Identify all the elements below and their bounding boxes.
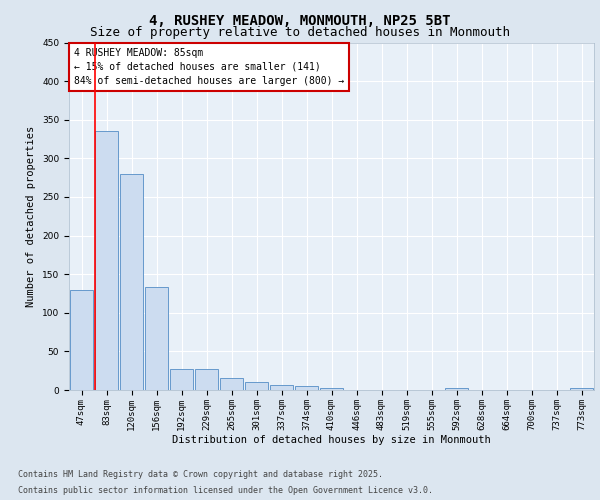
Bar (245, 382, 268, 390)
Bar (170, 369, 193, 390)
Bar (120, 174, 143, 390)
Bar (195, 369, 218, 390)
Y-axis label: Number of detached properties: Number of detached properties (26, 126, 37, 307)
Text: 4 RUSHEY MEADOW: 85sqm
← 15% of detached houses are smaller (141)
84% of semi-de: 4 RUSHEY MEADOW: 85sqm ← 15% of detached… (74, 48, 344, 86)
Bar (270, 384, 293, 390)
Bar (220, 378, 243, 390)
Bar (320, 388, 343, 390)
Bar (295, 386, 318, 390)
Bar (70, 290, 93, 390)
Bar (145, 288, 168, 390)
Text: Contains HM Land Registry data © Crown copyright and database right 2025.: Contains HM Land Registry data © Crown c… (18, 470, 383, 479)
Text: 4, RUSHEY MEADOW, MONMOUTH, NP25 5BT: 4, RUSHEY MEADOW, MONMOUTH, NP25 5BT (149, 14, 451, 28)
X-axis label: Distribution of detached houses by size in Monmouth: Distribution of detached houses by size … (172, 436, 491, 446)
Bar (95, 132, 118, 390)
Bar (570, 388, 593, 390)
Bar (445, 388, 468, 390)
Text: Contains public sector information licensed under the Open Government Licence v3: Contains public sector information licen… (18, 486, 433, 495)
Text: Size of property relative to detached houses in Monmouth: Size of property relative to detached ho… (90, 26, 510, 39)
